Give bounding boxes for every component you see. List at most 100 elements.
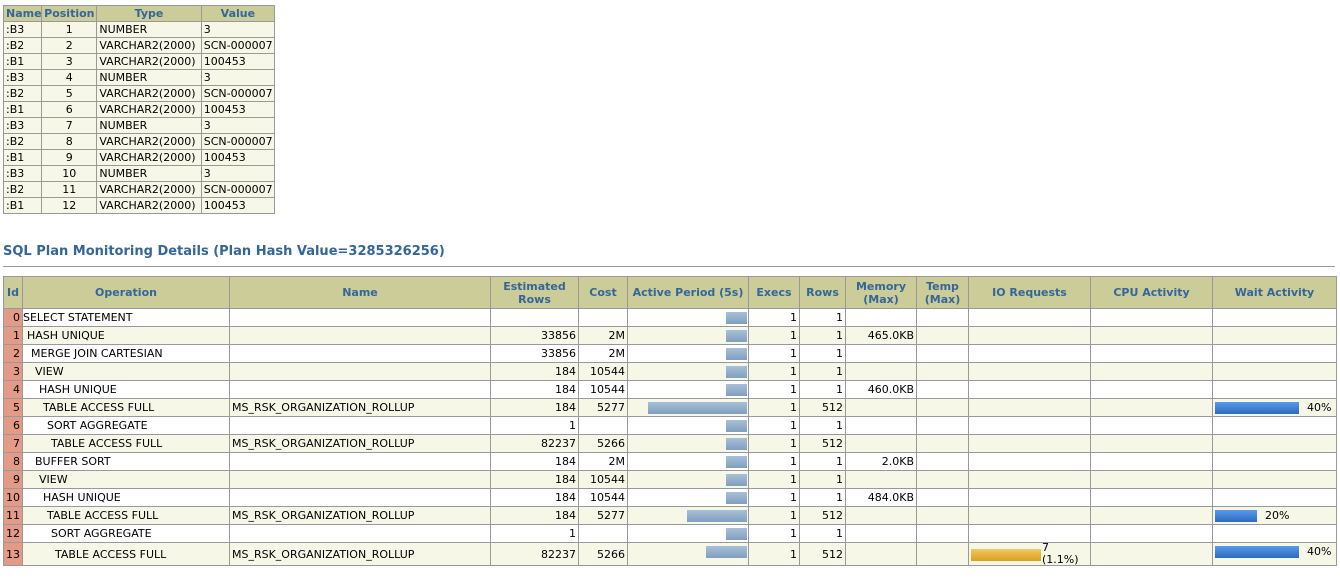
wait-activity-cell	[1212, 524, 1337, 543]
plan-row: 11 TABLE ACCESS FULL MS_RSK_ORGANIZATION_R…	[3, 506, 1337, 525]
execs-cell: 1	[748, 542, 800, 566]
id-cell: 1	[3, 326, 23, 345]
id-cell: 6	[3, 416, 23, 435]
rows-cell: 1	[799, 416, 846, 435]
io-requests-cell	[968, 488, 1091, 507]
estimated-rows-cell: 184	[490, 452, 579, 471]
bind-row: :B3 7 NUMBER 3	[2, 117, 276, 134]
column-header: Wait Activity	[1212, 276, 1337, 309]
cost-cell: 10544	[578, 488, 628, 507]
io-requests-cell	[968, 398, 1091, 417]
wait-activity-cell: 40%	[1212, 398, 1337, 417]
empty-cell	[1090, 506, 1213, 525]
empty-cell	[627, 416, 749, 435]
name-cell: MS_RSK_ORGANIZATION_ROLLUP	[229, 434, 491, 453]
wait-activity-cell	[1212, 488, 1337, 507]
empty-cell	[1090, 398, 1213, 417]
execs-cell: 1	[748, 524, 800, 543]
operation-cell: TABLE ACCESS FULL	[22, 398, 230, 417]
bind-cell: 100453	[200, 197, 276, 214]
bind-cell: VARCHAR2(2000)	[96, 181, 202, 198]
io-text: 7 (1.1%)	[1042, 542, 1079, 566]
plan-row: 9 VIEW 184 10544 1 1	[3, 470, 1337, 489]
active-period-bar	[726, 312, 747, 324]
id-cell: 7	[3, 434, 23, 453]
memory-cell	[845, 470, 917, 489]
empty-cell	[916, 362, 969, 381]
active-period-bar	[726, 366, 747, 378]
active-period-bar	[726, 474, 747, 486]
execs-cell: 1	[748, 416, 800, 435]
execs-cell: 1	[748, 308, 800, 327]
active-period-bar	[726, 438, 747, 450]
id-cell: 12	[3, 524, 23, 543]
cost-cell: 5266	[578, 434, 628, 453]
cost-cell: 2M	[578, 326, 628, 345]
empty-cell	[916, 506, 969, 525]
empty-cell	[1090, 362, 1213, 381]
empty-cell	[1090, 542, 1213, 566]
estimated-rows-cell: 184	[490, 398, 579, 417]
cost-cell: 5277	[578, 506, 628, 525]
bind-cell: :B2	[2, 37, 43, 54]
bind-cell: NUMBER	[96, 21, 202, 38]
empty-cell	[1090, 470, 1213, 489]
bind-cell: SCN-000007	[200, 181, 276, 198]
id-cell: 5	[3, 398, 23, 417]
active-period-bar	[687, 510, 747, 522]
bind-row: :B2 2 VARCHAR2(2000) SCN-000007	[2, 37, 276, 54]
wait-activity-cell	[1212, 344, 1337, 363]
plan-row: 1 HASH UNIQUE 33856 2M 1 1 465.0KB	[3, 326, 1337, 345]
name-cell	[229, 524, 491, 543]
io-percent: (1.1%)	[1042, 553, 1079, 566]
id-cell: 13	[3, 542, 23, 566]
bind-cell: 9	[41, 149, 98, 166]
empty-cell	[627, 506, 749, 525]
name-cell	[229, 308, 491, 327]
empty-cell	[916, 542, 969, 566]
execs-cell: 1	[748, 470, 800, 489]
rows-cell: 1	[799, 326, 846, 345]
bind-cell: VARCHAR2(2000)	[96, 197, 202, 214]
io-requests-cell	[968, 434, 1091, 453]
wait-activity-cell	[1212, 434, 1337, 453]
empty-cell	[627, 308, 749, 327]
active-period-bar	[648, 402, 747, 414]
io-count: 7	[1042, 542, 1049, 554]
bind-cell: 2	[41, 37, 98, 54]
empty-cell	[627, 398, 749, 417]
cost-cell: 10544	[578, 470, 628, 489]
rows-cell: 1	[799, 470, 846, 489]
empty-cell	[916, 380, 969, 399]
empty-cell	[627, 434, 749, 453]
active-period-bar	[726, 492, 747, 504]
empty-cell	[627, 488, 749, 507]
plan-header: Id Operation Name Estimated Rows Cost Active …	[3, 276, 1337, 309]
name-cell: MS_RSK_ORGANIZATION_ROLLUP	[229, 506, 491, 525]
bind-cell: 3	[200, 117, 276, 134]
column-header: Rows	[799, 276, 846, 309]
plan-row: 10 HASH UNIQUE 184 10544 1 1 484.0KB	[3, 488, 1337, 507]
execs-cell: 1	[748, 344, 800, 363]
wait-label: 40%	[1307, 545, 1332, 558]
execs-cell: 1	[748, 398, 800, 417]
execs-cell: 1	[748, 362, 800, 381]
id-cell: 3	[3, 362, 23, 381]
io-requests-cell	[968, 326, 1091, 345]
io-requests-cell	[968, 524, 1091, 543]
name-cell	[229, 344, 491, 363]
empty-cell	[1090, 416, 1213, 435]
wait-bar	[1215, 546, 1299, 558]
cost-cell	[578, 308, 628, 327]
io-requests-cell	[968, 380, 1091, 399]
plan-row: 12 SORT AGGREGATE 1 1 1	[3, 524, 1337, 543]
plan-row: 4 HASH UNIQUE 184 10544 1 1 460.0KB	[3, 380, 1337, 399]
bind-cell: 5	[41, 85, 98, 102]
bind-cell: 10	[41, 165, 98, 182]
id-cell: 10	[3, 488, 23, 507]
cost-cell: 10544	[578, 362, 628, 381]
rows-cell: 1	[799, 488, 846, 507]
execs-cell: 1	[748, 488, 800, 507]
plan-row: 13 TABLE ACCESS FULL MS_RSK_ORGANIZATION_R…	[3, 542, 1337, 566]
rows-cell: 512	[799, 506, 846, 525]
